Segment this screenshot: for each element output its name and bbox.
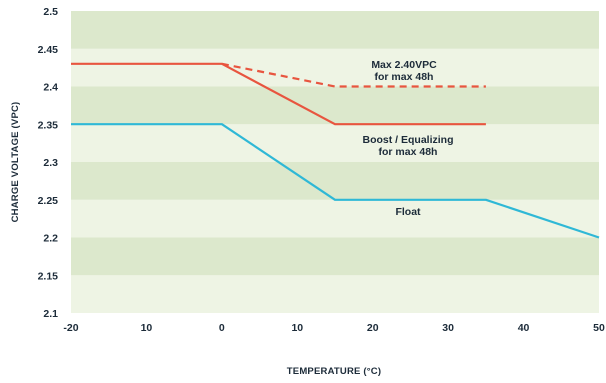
plot-band — [71, 48, 599, 87]
plot-band — [71, 162, 599, 200]
x-axis-title: TEMPERATURE (°C) — [287, 366, 381, 377]
y-tick-label: 2.1 — [43, 308, 58, 320]
x-tick-label: 10 — [141, 322, 153, 334]
series-line-boost — [71, 62, 486, 126]
annotation-max: Max 2.40VPC for max 48h — [371, 59, 437, 83]
annotations: Max 2.40VPC for max 48h Boost / Equalizing… — [363, 59, 454, 218]
annotation-float: Float — [395, 206, 421, 218]
plot-band — [71, 237, 599, 276]
plot-band — [71, 11, 599, 49]
plot-bands — [71, 11, 599, 313]
plot-band — [71, 86, 599, 125]
y-tick-label: 2.35 — [38, 119, 59, 131]
y-tick-label: 2.4 — [43, 82, 58, 94]
x-tick-label: 0 — [219, 322, 225, 334]
x-tick-label: 50 — [593, 322, 605, 334]
x-tick-labels: -20 10 0 10 20 30 40 50 — [63, 322, 605, 334]
plot-band — [71, 124, 599, 162]
y-tick-label: 2.25 — [38, 195, 59, 207]
series-layer — [71, 62, 600, 239]
x-tick-label: 40 — [518, 322, 530, 334]
y-tick-label: 2.2 — [43, 233, 58, 245]
series-line-max — [221, 62, 486, 88]
y-tick-label: 2.15 — [38, 270, 59, 282]
y-tick-label: 2.45 — [38, 44, 59, 56]
x-tick-label: 30 — [442, 322, 454, 334]
y-tick-labels: 2.1 2.15 2.2 2.25 2.3 2.35 2.4 2.45 2.5 — [38, 6, 59, 320]
x-tick-label: 20 — [367, 322, 379, 334]
y-axis-title: CHARGE VOLTAGE (VPC) — [10, 102, 21, 223]
plot-band — [71, 275, 599, 313]
series-line-float — [71, 123, 600, 239]
x-tick-label: 10 — [291, 322, 303, 334]
annotation-boost: Boost / Equalizing for max 48h — [363, 134, 454, 158]
y-tick-label: 2.3 — [43, 157, 58, 169]
y-tick-label: 2.5 — [43, 6, 58, 18]
plot-band — [71, 199, 599, 238]
x-tick-label: -20 — [63, 322, 78, 334]
